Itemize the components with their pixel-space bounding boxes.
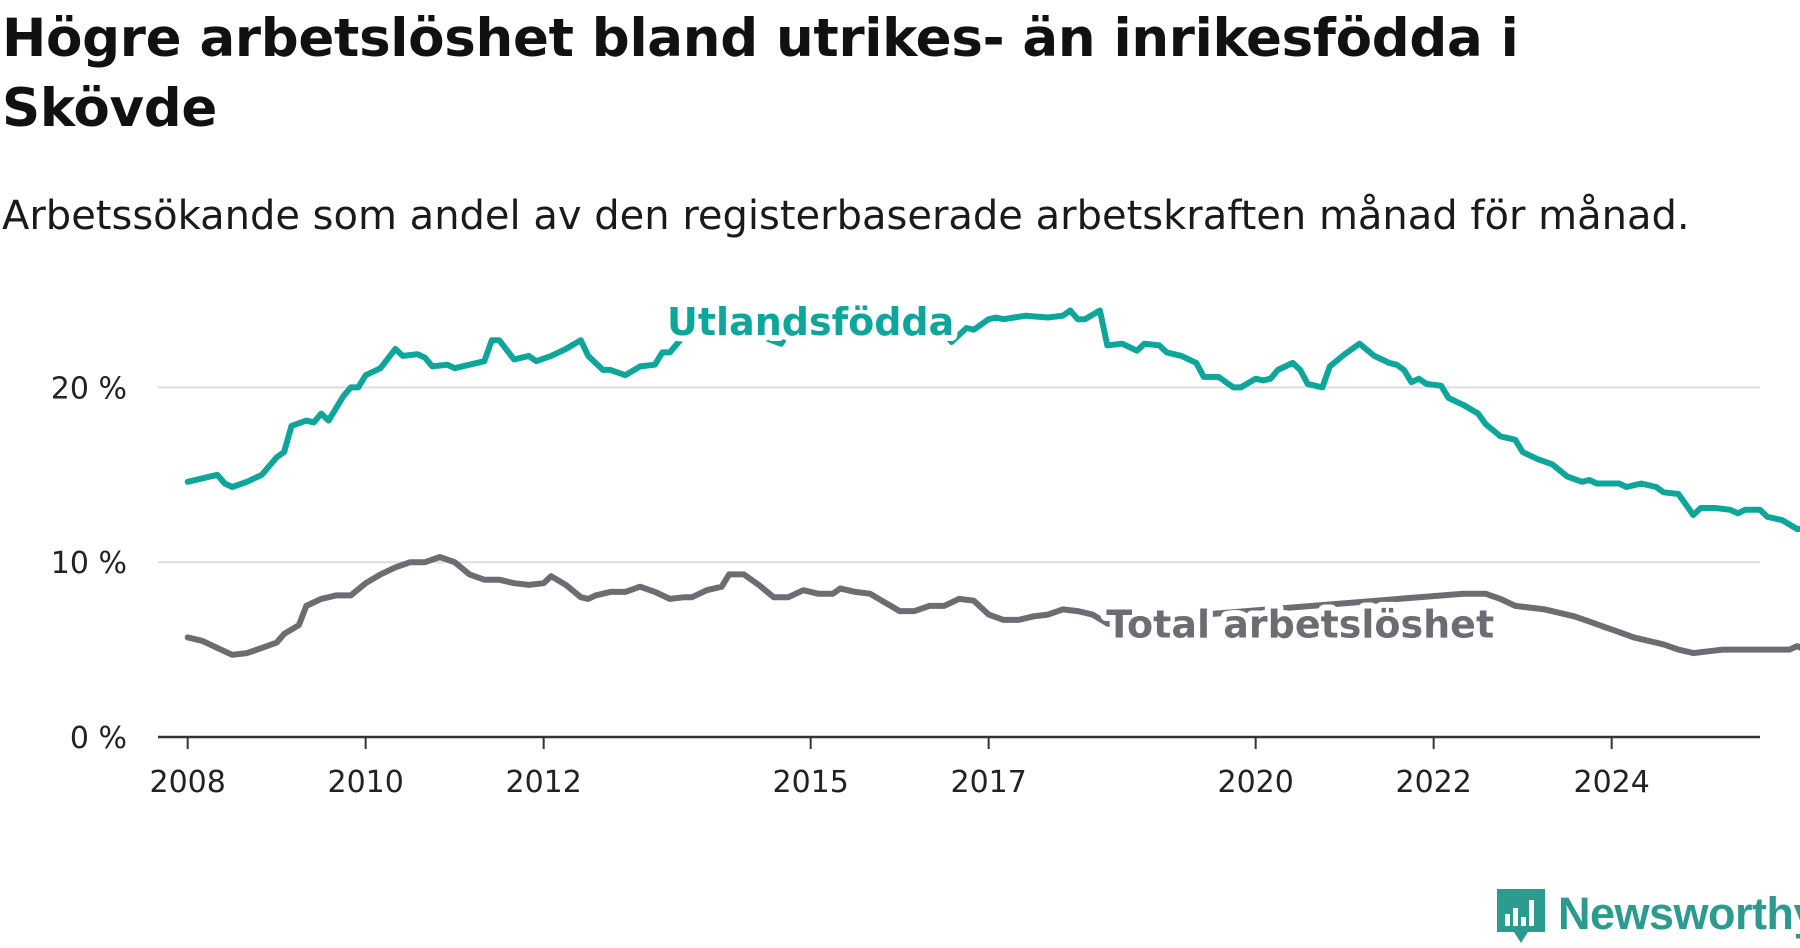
series-labels: Utlandsfödda Total arbetslöshet [661,294,1500,652]
newsworthy-logo: Newsworthy [1494,886,1800,946]
chart-title: Högre arbetslöshet bland utrikes- än inr… [2,8,1519,139]
y-tick-label: 10 % [51,546,127,581]
x-tick-label: 2024 [1573,765,1649,800]
series-line-utlandsfodda [184,307,1800,532]
series-label-total: Total arbetslöshet [1106,602,1494,646]
x-tick-label: 2008 [149,765,225,800]
series-lines [184,307,1800,658]
x-axis: 2008 2010 2012 2015 2017 2020 2022 2024 [149,735,1760,800]
y-tick-label: 20 % [51,371,127,406]
series-line-total [184,554,1800,658]
chart-subtitle: Arbetssökande som andel av den registerb… [2,193,1690,239]
brand-name: Newsworthy [1558,888,1800,939]
x-tick-label: 2010 [327,765,403,800]
x-tick-label: 2017 [950,765,1026,800]
y-tick-label: 0 % [70,721,127,756]
bar-chart-speech-icon [1497,889,1545,943]
x-tick-label: 2020 [1217,765,1293,800]
series-label-utlandsfodda: Utlandsfödda [667,300,954,344]
y-axis-tick-labels: 0 % 10 % 20 % [51,371,127,756]
x-tick-label: 2012 [505,765,581,800]
x-tick-label: 2022 [1395,765,1471,800]
x-tick-label: 2015 [772,765,848,800]
grid-lines [158,386,1760,564]
